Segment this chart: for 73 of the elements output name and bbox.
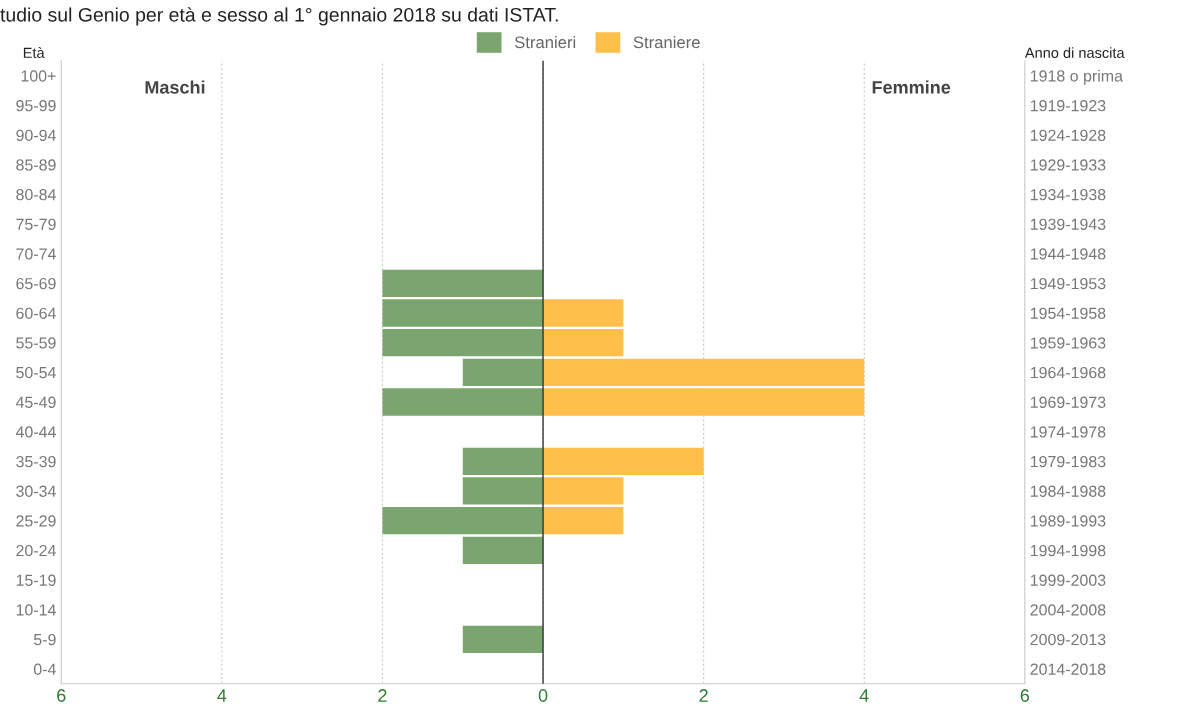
y-tick-label: 0-4 <box>33 663 56 675</box>
x-tick-label: 2 <box>378 689 387 702</box>
y2-tick-label: 1919-1923 <box>1030 99 1106 112</box>
bar <box>382 299 544 327</box>
y-tick-label: 50-54 <box>16 366 56 379</box>
y-tick-label: 55-59 <box>16 337 56 349</box>
bar <box>382 329 544 357</box>
y-tick-label: 45-49 <box>15 396 56 408</box>
y-tick-label: 20-24 <box>16 544 56 557</box>
bar <box>462 358 544 386</box>
y-tick-label: 30-34 <box>16 485 56 497</box>
y-tick-label: 60-64 <box>16 307 56 319</box>
y2-axis-title: Anno di nascita <box>1024 47 1125 58</box>
bar <box>543 447 704 475</box>
y2-tick-label: 1929-1933 <box>1030 159 1106 171</box>
bar <box>462 536 544 564</box>
y-tick-label: 35-39 <box>16 455 56 468</box>
y2-tick-label: 1969-1973 <box>1030 396 1106 408</box>
annotation: Maschi <box>145 80 205 94</box>
x-tick-label: 6 <box>1020 689 1030 702</box>
y2-tick-label: 1949-1953 <box>1030 277 1106 290</box>
bar <box>462 625 544 653</box>
y2-tick-label: 1974-1978 <box>1030 426 1106 438</box>
y2-tick-label: 1934-1938 <box>1030 188 1106 201</box>
y2-tick-label: 2014-2018 <box>1030 663 1106 675</box>
y-tick-label: 100+ <box>21 70 56 82</box>
bar <box>462 447 544 475</box>
y2-tick-label: 1959-1963 <box>1030 337 1106 349</box>
y2-tick-label: 1964-1968 <box>1030 366 1106 379</box>
bar <box>382 506 544 535</box>
x-tick-label: 4 <box>859 689 869 702</box>
y2-tick-label: 1918 o prima <box>1030 69 1123 85</box>
y2-tick-label: 2009-2013 <box>1030 633 1106 646</box>
y-tick-label: 75-79 <box>16 218 56 230</box>
bar <box>382 388 544 416</box>
y2-tick-label: 1954-1958 <box>1030 307 1106 319</box>
x-tick-label: 6 <box>57 689 66 702</box>
y2-tick-label: 2004-2008 <box>1030 604 1106 616</box>
y-axis-title: Età <box>23 47 45 58</box>
y2-tick-label: 1944-1948 <box>1030 248 1106 260</box>
x-tick-label: 4 <box>217 689 227 702</box>
y2-tick-label: 1994-1998 <box>1030 544 1106 557</box>
y-tick-label: 65-69 <box>16 277 56 290</box>
legend-label: Straniere <box>633 35 700 49</box>
y-tick-label: 80-84 <box>16 188 56 201</box>
bar <box>543 299 624 327</box>
y2-tick-label: 1989-1993 <box>1030 515 1106 527</box>
x-tick-label: 0 <box>538 689 548 702</box>
legend-label: Stranieri <box>514 35 576 49</box>
y-tick-label: 70-74 <box>16 248 56 260</box>
y2-tick-label: 1924-1928 <box>1030 129 1106 141</box>
bar <box>462 477 544 505</box>
y-tick-label: 15-19 <box>16 574 56 586</box>
annotation: Femmine <box>872 80 951 94</box>
bar <box>543 506 624 535</box>
bar <box>543 477 624 505</box>
y-tick-label: 85-89 <box>16 159 56 171</box>
bar <box>543 358 865 386</box>
chart-title: tudio sul Genio per età e sesso al 1° gennaio 2018 su dati ISTAT. <box>0 7 558 26</box>
y-tick-label: 40-44 <box>15 426 56 438</box>
y2-tick-label: 1939-1943 <box>1030 218 1106 230</box>
y-tick-label: 90-94 <box>16 129 56 141</box>
bar <box>382 269 544 297</box>
bar <box>543 329 624 357</box>
y2-tick-label: 1999-2003 <box>1030 574 1106 586</box>
x-tick-label: 2 <box>699 689 708 702</box>
y2-tick-label: 1979-1983 <box>1030 455 1106 468</box>
y-tick-label: 95-99 <box>16 99 56 112</box>
y-tick-label: 10-14 <box>16 604 56 616</box>
y2-tick-label: 1984-1988 <box>1030 485 1106 497</box>
y-tick-label: 25-29 <box>16 515 56 527</box>
bar <box>543 388 865 416</box>
y-tick-label: 5-9 <box>33 633 56 646</box>
